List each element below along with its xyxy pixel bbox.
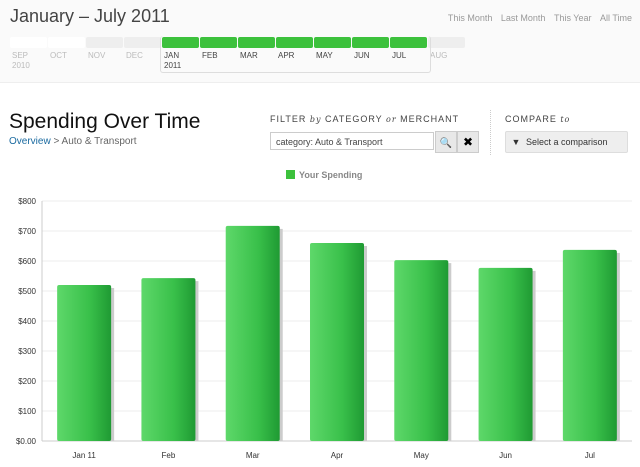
x-tick-label: Feb	[162, 451, 176, 460]
x-tick-label: May	[414, 451, 429, 460]
month-bar	[276, 37, 313, 48]
timeline-month[interactable]: AUG	[428, 37, 465, 61]
timeline-month[interactable]: JAN 2011	[162, 37, 199, 71]
this-month-link[interactable]: This Month	[447, 13, 493, 23]
compare-label: COMPARE to	[505, 114, 571, 124]
x-tick-label: Jan 11	[72, 451, 96, 460]
month-bar	[428, 37, 465, 48]
bar-feb[interactable]	[141, 278, 196, 441]
last-month-link[interactable]: Last Month	[500, 13, 546, 23]
month-bar	[238, 37, 275, 48]
month-label: AUG	[430, 51, 448, 60]
overview-link[interactable]: Overview	[9, 136, 51, 147]
y-tick-label: $800	[18, 197, 36, 206]
month-bar	[10, 37, 47, 48]
close-icon: ✖	[462, 135, 474, 149]
month-label: JUL	[392, 51, 407, 60]
y-tick-label: $0.00	[16, 437, 37, 446]
month-label: APR	[278, 51, 295, 60]
timeline-month[interactable]: MAR	[238, 37, 275, 61]
month-bar	[314, 37, 351, 48]
breadcrumb: Overview > Auto & Transport	[9, 136, 137, 147]
breadcrumb-separator: >	[53, 136, 60, 147]
search-button[interactable]: 🔍	[435, 131, 457, 153]
divider	[490, 110, 491, 155]
month-label: NOV	[88, 51, 106, 60]
month-bar	[390, 37, 427, 48]
timeline-month[interactable]: JUL	[390, 37, 427, 61]
timeline-month[interactable]: SEP 2010	[10, 37, 47, 71]
y-tick-label: $600	[18, 257, 36, 266]
search-icon: 🔍	[439, 138, 453, 149]
timeline-selection[interactable]	[160, 36, 431, 73]
spending-chart: $0.00 $100 $200 $300 $400 $500 $600 $700 $800 Jan…	[16, 197, 632, 460]
month-bar	[48, 37, 85, 48]
timeline-month[interactable]: APR	[276, 37, 313, 61]
x-tick-label: Jul	[585, 451, 595, 460]
legend-swatch	[286, 170, 295, 179]
month-label: JAN 2011	[164, 51, 182, 70]
x-tick-label: Apr	[331, 451, 344, 460]
month-label: MAY	[316, 51, 333, 60]
bar-jun[interactable]	[478, 267, 533, 441]
page-title: Spending Over Time	[9, 110, 201, 133]
timeline-month[interactable]: FEB	[200, 37, 237, 61]
x-tick-label: Jun	[499, 451, 512, 460]
month-label: SEP 2010	[12, 51, 30, 70]
timeline-month[interactable]: OCT	[48, 37, 85, 61]
y-tick-label: $200	[18, 377, 36, 386]
y-tick-label: $300	[18, 347, 36, 356]
month-bar	[162, 37, 199, 48]
month-label: OCT	[50, 51, 67, 60]
month-bar	[86, 37, 123, 48]
bar-mar[interactable]	[225, 225, 280, 441]
x-tick-label: Mar	[246, 451, 260, 460]
chart-legend: Your Spending	[286, 170, 362, 180]
bar-apr[interactable]	[310, 243, 364, 441]
y-tick-label: $400	[18, 317, 36, 326]
date-range-title: January – July 2011	[10, 6, 170, 26]
filter-label: FILTER by CATEGORY or MERCHANT	[270, 114, 460, 124]
compare-select[interactable]: ▼ Select a comparison	[505, 131, 628, 153]
y-tick-label: $500	[18, 287, 36, 296]
clear-filter-button[interactable]: ✖	[457, 131, 479, 153]
month-label: MAR	[240, 51, 258, 60]
month-label: DEC	[126, 51, 143, 60]
breadcrumb-current: Auto & Transport	[61, 136, 137, 147]
month-bar	[352, 37, 389, 48]
bar-jan-11[interactable]	[57, 285, 112, 441]
timeline-month[interactable]: NOV	[86, 37, 123, 61]
all-time-link[interactable]: All Time	[599, 13, 632, 23]
quick-range-links: This Month Last Month This Year All Time	[442, 13, 632, 23]
month-bar	[124, 37, 161, 48]
chevron-down-icon: ▼	[511, 137, 521, 147]
timeline-month[interactable]: DEC	[124, 37, 161, 61]
y-tick-label: $700	[18, 227, 36, 236]
bar-may[interactable]	[394, 260, 449, 441]
y-tick-label: $100	[18, 407, 36, 416]
bar-jul[interactable]	[562, 249, 617, 441]
date-range-header: January – July 2011 This Month Last Mont…	[0, 0, 640, 83]
compare-select-label: Select a comparison	[526, 137, 608, 147]
legend-label: Your Spending	[299, 170, 363, 180]
timeline-month[interactable]: MAY	[314, 37, 351, 61]
month-label: JUN	[354, 51, 370, 60]
this-year-link[interactable]: This Year	[553, 13, 592, 23]
month-bar	[200, 37, 237, 48]
timeline-month[interactable]: JUN	[352, 37, 389, 61]
filter-input[interactable]: category: Auto & Transport	[270, 132, 434, 150]
month-label: FEB	[202, 51, 218, 60]
